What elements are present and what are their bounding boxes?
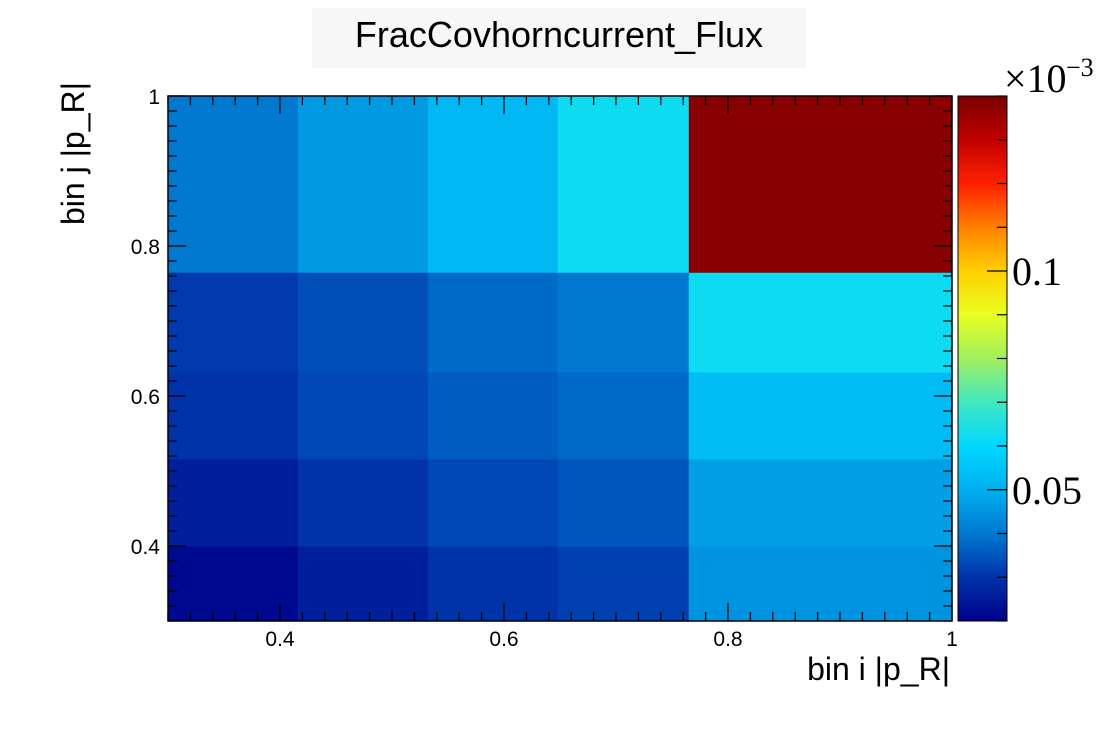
heatmap-cell-4-4 <box>688 96 953 273</box>
heatmap-cell-2-1 <box>297 372 429 460</box>
y-axis-title: bin j |p_R| <box>55 82 91 225</box>
x-tick-label: 0.4 <box>265 628 295 651</box>
heatmap-cell-1-3 <box>557 459 690 547</box>
heatmap-cell-4-1 <box>297 96 429 273</box>
heatmap-cell-0-4 <box>688 546 953 622</box>
heatmap-cell-1-2 <box>427 459 559 547</box>
heatmap-cell-1-1 <box>297 459 429 547</box>
x-tick-label: 0.6 <box>489 628 518 651</box>
heatmap-cell-2-2 <box>427 372 559 460</box>
heatmap-cell-0-2 <box>427 546 559 622</box>
x-axis-title: bin i |p_R| <box>807 651 950 687</box>
y-tick-label: 0.6 <box>131 386 160 409</box>
x-tick-label: 0.8 <box>713 628 742 651</box>
chart-title: FracCovhorncurrent_Flux <box>354 14 764 55</box>
heatmap-cell-3-0 <box>168 272 299 373</box>
heatmap-cell-1-0 <box>168 459 299 547</box>
heatmap-cell-3-2 <box>427 272 559 373</box>
heatmap-cell-4-2 <box>427 96 559 273</box>
heatmap-cell-3-4 <box>688 272 953 373</box>
heatmap-cell-0-0 <box>168 546 299 622</box>
heatmap-cell-2-0 <box>168 372 299 460</box>
heatmap-cell-3-1 <box>297 272 429 373</box>
color-scale-label: 0.05 <box>1012 468 1082 513</box>
heatmap-cell-2-4 <box>688 372 953 460</box>
heatmap-cell-4-3 <box>557 96 690 273</box>
heatmap-cell-0-1 <box>297 546 429 622</box>
heatmap-cell-0-3 <box>557 546 690 622</box>
y-tick-label: 1 <box>148 86 160 109</box>
x-tick-label: 1 <box>946 628 958 651</box>
title-box <box>312 8 806 68</box>
y-tick-label: 0.4 <box>131 536 161 559</box>
color-scale-exponent: −3 <box>1066 53 1094 82</box>
heatmap-cell-2-3 <box>557 372 690 460</box>
heatmap-cell-1-4 <box>688 459 953 547</box>
color-scale-label: 0.1 <box>1012 249 1062 294</box>
heatmap-cell-3-3 <box>557 272 690 373</box>
y-tick-label: 0.8 <box>131 236 160 259</box>
heatmap-cell-4-0 <box>168 96 299 273</box>
color-scale-multiplier: ×10 <box>1004 56 1067 101</box>
plot-frame <box>167 95 953 622</box>
